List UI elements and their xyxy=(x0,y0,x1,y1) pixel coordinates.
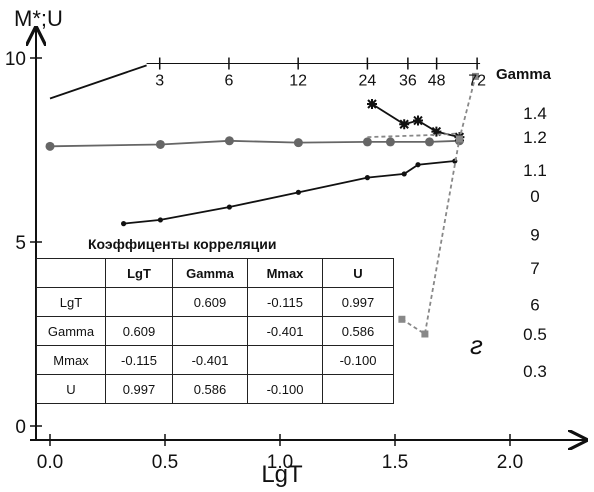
data-point xyxy=(385,137,395,147)
gamma-value-label: 6 xyxy=(530,296,539,315)
data-point xyxy=(425,137,434,147)
data-point xyxy=(295,189,301,195)
series-line-1 xyxy=(49,139,460,148)
series-line-2 xyxy=(123,160,455,225)
table-cell xyxy=(172,316,248,346)
gamma-value-label: 7 xyxy=(530,259,539,278)
data-point xyxy=(399,119,410,130)
series-line-0 xyxy=(49,64,147,100)
table-cell xyxy=(322,374,394,404)
correlation-table-title: Коэффиценты корреляции xyxy=(88,236,277,252)
x-tick-label: 0.0 xyxy=(37,452,63,473)
annotation-label: г xyxy=(470,330,483,360)
data-point xyxy=(398,315,406,323)
table-cell: -0.100 xyxy=(247,374,323,404)
data-point xyxy=(415,162,421,168)
row-label: LgT xyxy=(36,287,106,317)
top-axis-label: 24 xyxy=(359,73,377,90)
correlation-row: Gamma 0.609 -0.401 0.586 xyxy=(36,316,394,346)
gamma-value-label: 0.3 xyxy=(523,362,547,381)
x-tick-label: 0.5 xyxy=(152,452,178,473)
data-point xyxy=(413,115,423,126)
top-axis-label: 48 xyxy=(428,73,446,90)
correlation-row: U 0.997 0.586 -0.100 xyxy=(36,374,394,404)
series-layer xyxy=(45,64,479,338)
table-cell: 0.586 xyxy=(172,374,248,404)
x-tick-label: 1.5 xyxy=(382,452,408,473)
header-cell: Gamma xyxy=(172,258,248,288)
table-cell: 0.609 xyxy=(105,316,173,346)
header-cell: Mmax xyxy=(247,258,323,288)
top-axis-label: 6 xyxy=(224,73,233,90)
row-label: U xyxy=(36,374,106,404)
x-tick-label: 2.0 xyxy=(497,452,523,473)
table-cell xyxy=(247,345,323,375)
table-cell: 0.997 xyxy=(322,287,394,317)
data-point xyxy=(421,330,429,338)
table-cell xyxy=(105,287,173,317)
gamma-value-label: 1.1 xyxy=(523,161,547,180)
series-line-5 xyxy=(401,76,477,336)
data-point xyxy=(367,99,377,109)
correlation-row: LgT 0.609 -0.115 0.997 xyxy=(36,287,394,317)
data-point xyxy=(455,135,463,143)
gamma-value-label: 0.5 xyxy=(523,325,547,344)
table-cell: 0.997 xyxy=(105,374,173,404)
data-point xyxy=(364,175,370,181)
data-point xyxy=(293,138,303,148)
data-point xyxy=(362,137,372,147)
correlation-row: Mmax -0.115 -0.401 -0.100 xyxy=(36,345,394,375)
table-cell: -0.100 xyxy=(322,345,394,375)
top-axis-label: 72 xyxy=(468,73,486,90)
gamma-value-label: 9 xyxy=(530,226,539,245)
data-point xyxy=(226,204,232,210)
table-cell: 0.609 xyxy=(172,287,248,317)
data-point xyxy=(157,217,163,223)
gamma-title: Gamma xyxy=(496,66,552,83)
table-cell: 0.586 xyxy=(322,316,394,346)
data-point xyxy=(121,221,127,227)
y-tick-label: 5 xyxy=(15,233,26,254)
table-cell: -0.115 xyxy=(247,287,323,317)
header-cell: LgT xyxy=(105,258,173,288)
gamma-value-label: 1.2 xyxy=(523,128,547,147)
y-axis-label: M*;U xyxy=(14,6,63,31)
data-point xyxy=(224,136,234,146)
gamma-value-label: 1.4 xyxy=(523,104,547,123)
data-point xyxy=(45,141,55,151)
top-axis-label: 3 xyxy=(155,73,164,90)
row-label: Mmax xyxy=(36,345,106,375)
data-point xyxy=(472,72,479,80)
top-axis-label: 36 xyxy=(399,73,417,90)
table-cell: -0.115 xyxy=(105,345,173,375)
x-tick-label: 1.0 xyxy=(267,452,293,473)
series-line-4 xyxy=(367,132,460,139)
data-point xyxy=(401,171,407,177)
correlation-table: LgT Gamma Mmax U LgT 0.609 -0.115 0.997 … xyxy=(36,258,394,404)
gamma-value-label: 0 xyxy=(530,187,539,206)
row-label: Gamma xyxy=(36,316,106,346)
table-cell: -0.401 xyxy=(172,345,248,375)
correlation-header-row: LgT Gamma Mmax U xyxy=(36,258,394,288)
top-axis-label: 12 xyxy=(289,73,307,90)
y-tick-label: 0 xyxy=(15,417,26,438)
table-cell: -0.401 xyxy=(247,316,323,346)
x-axis-label: LgT xyxy=(261,461,303,488)
y-tick-label: 10 xyxy=(5,49,26,70)
header-cell xyxy=(36,258,106,288)
header-cell: U xyxy=(322,258,394,288)
data-point xyxy=(155,139,165,149)
